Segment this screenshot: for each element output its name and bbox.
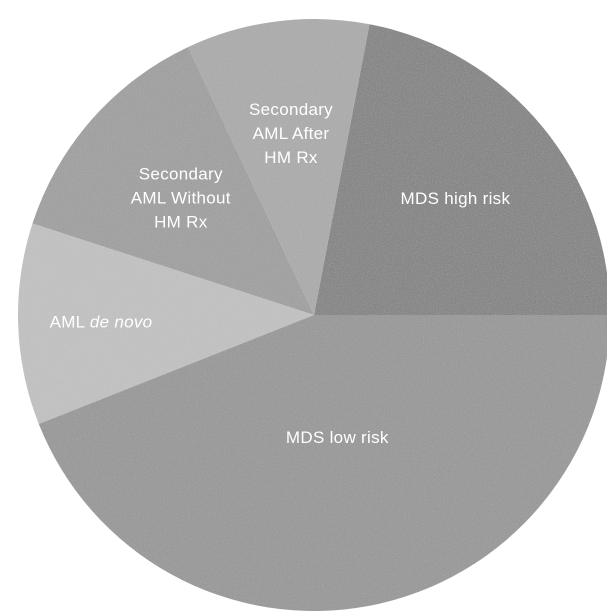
pie-slice-1 [187, 18, 370, 316]
pie-slice-2 [32, 47, 315, 316]
pie-slice-0 [314, 24, 607, 315]
pie-slice-label-line: AML After [253, 124, 330, 143]
pie-slice-label-line: AML Without [131, 189, 231, 208]
pie-slice-label-4: MDS low risk [286, 428, 389, 447]
pie-slice-label-2: Secondary AML Without HM Rx [131, 165, 231, 232]
pie-slice-3 [18, 223, 315, 424]
pie-slice-label-line: MDS low risk [286, 428, 389, 447]
pie-slice-4 [38, 315, 607, 611]
pie-slice-label-line: MDS high risk [401, 189, 511, 208]
pie-slice-label-part: de novo [90, 313, 153, 332]
pie-slice-label-1: Secondary AML After HM Rx [249, 100, 333, 167]
pie-slice-label-line: Secondary [139, 165, 223, 184]
pie-slice-label-line: HM Rx [264, 148, 318, 167]
pie-slice-label-part: AML [50, 313, 90, 332]
pie-slice-label-0: MDS high risk [401, 189, 511, 208]
pie-slice-label-line: HM Rx [154, 213, 208, 232]
pie-slice-label-line: Secondary [249, 100, 333, 119]
pie-slices [18, 18, 607, 611]
pie-slice-label-3: AML de novo [50, 313, 153, 332]
